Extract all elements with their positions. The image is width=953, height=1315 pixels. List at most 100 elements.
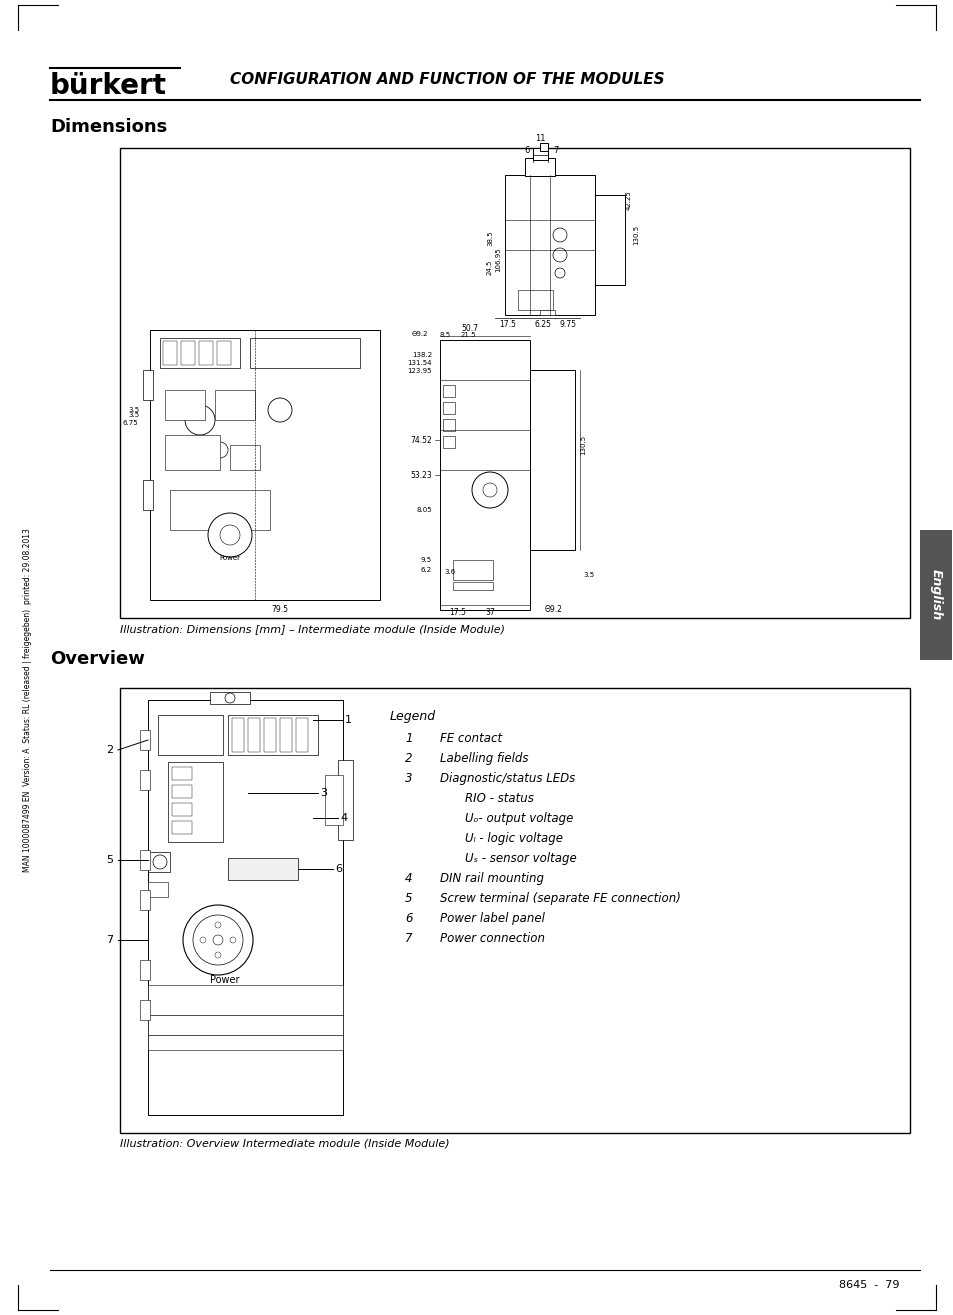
- Text: Illustration: Overview Intermediate module (Inside Module): Illustration: Overview Intermediate modu…: [120, 1139, 449, 1149]
- Bar: [264, 718, 275, 752]
- Text: 5: 5: [405, 892, 412, 905]
- Bar: [517, 291, 553, 310]
- Bar: [165, 391, 205, 419]
- Bar: [140, 960, 150, 980]
- Bar: [143, 480, 152, 510]
- Bar: [442, 437, 455, 448]
- Text: 8645  -  79: 8645 - 79: [839, 1279, 899, 1290]
- Bar: [442, 385, 455, 397]
- Text: 17.5: 17.5: [449, 608, 466, 617]
- Text: 11: 11: [535, 134, 545, 143]
- Text: 6: 6: [405, 913, 412, 924]
- Text: 8.05: 8.05: [416, 508, 432, 513]
- Text: 8.5: 8.5: [439, 331, 450, 338]
- Bar: [165, 435, 220, 469]
- Bar: [280, 718, 292, 752]
- Text: 4: 4: [339, 813, 347, 823]
- Bar: [453, 560, 493, 580]
- Bar: [453, 583, 493, 590]
- Bar: [250, 338, 359, 368]
- Text: ...: ...: [50, 60, 59, 70]
- Bar: [172, 821, 192, 834]
- Text: 7: 7: [106, 935, 112, 945]
- Bar: [172, 803, 192, 817]
- Bar: [140, 730, 150, 750]
- Text: 9.5: 9.5: [420, 558, 432, 563]
- Text: 42.25: 42.25: [625, 191, 631, 210]
- Circle shape: [553, 249, 566, 262]
- Bar: [148, 1015, 343, 1035]
- Bar: [120, 149, 909, 618]
- Bar: [524, 158, 555, 176]
- Bar: [595, 195, 624, 285]
- Bar: [539, 143, 547, 151]
- Text: CONFIGURATION AND FUNCTION OF THE MODULES: CONFIGURATION AND FUNCTION OF THE MODULE…: [230, 72, 664, 87]
- Text: 130.5: 130.5: [579, 435, 585, 455]
- Circle shape: [152, 855, 167, 869]
- Bar: [148, 1035, 343, 1049]
- Text: 7: 7: [553, 146, 558, 154]
- Text: 24.5: 24.5: [486, 260, 493, 275]
- Circle shape: [212, 442, 228, 458]
- Text: Uₒ- output voltage: Uₒ- output voltage: [464, 811, 573, 825]
- Text: 2: 2: [405, 752, 412, 765]
- Text: 53.23: 53.23: [410, 471, 432, 480]
- Bar: [140, 849, 150, 871]
- Bar: [230, 444, 260, 469]
- Bar: [160, 338, 240, 368]
- Text: 106.95: 106.95: [495, 247, 500, 272]
- Bar: [533, 149, 547, 160]
- Text: Uₗ - logic voltage: Uₗ - logic voltage: [464, 832, 562, 846]
- Text: 6.75: 6.75: [122, 419, 138, 426]
- Text: Screw terminal (separate FE connection): Screw terminal (separate FE connection): [439, 892, 680, 905]
- Circle shape: [553, 227, 566, 242]
- Bar: [325, 775, 343, 825]
- Circle shape: [208, 513, 252, 558]
- Text: DIN rail mounting: DIN rail mounting: [439, 872, 543, 885]
- Bar: [172, 767, 192, 780]
- Text: Diagnostic/status LEDs: Diagnostic/status LEDs: [439, 772, 575, 785]
- Text: 3.5: 3.5: [582, 572, 594, 579]
- Text: FE contact: FE contact: [439, 732, 501, 746]
- Circle shape: [230, 938, 235, 943]
- Text: Θ9.2: Θ9.2: [544, 605, 562, 614]
- Text: 130.5: 130.5: [633, 225, 639, 245]
- Text: 79.5: 79.5: [272, 605, 288, 614]
- Bar: [228, 715, 317, 755]
- Text: 38.5: 38.5: [486, 230, 493, 246]
- Bar: [150, 330, 379, 600]
- Circle shape: [193, 915, 243, 965]
- Text: English: English: [928, 569, 942, 621]
- Text: 131.54: 131.54: [407, 360, 432, 366]
- Text: 3: 3: [405, 772, 412, 785]
- Text: RIO - status: RIO - status: [464, 792, 534, 805]
- Text: 1: 1: [405, 732, 412, 746]
- Circle shape: [200, 938, 206, 943]
- Circle shape: [482, 483, 497, 497]
- Text: Dimensions: Dimensions: [50, 118, 167, 135]
- Text: Θ9.2: Θ9.2: [411, 331, 428, 337]
- Bar: [228, 857, 297, 880]
- Text: 6.25: 6.25: [534, 320, 551, 329]
- Text: 3.6: 3.6: [444, 569, 456, 575]
- Text: 7: 7: [405, 932, 412, 945]
- Text: Power label panel: Power label panel: [439, 913, 544, 924]
- Text: 21.5: 21.5: [459, 331, 476, 338]
- Bar: [214, 391, 254, 419]
- Circle shape: [185, 405, 214, 435]
- Circle shape: [214, 922, 221, 928]
- Text: 3.5: 3.5: [129, 408, 140, 413]
- Bar: [140, 999, 150, 1020]
- Bar: [148, 985, 343, 1015]
- Bar: [442, 419, 455, 431]
- Bar: [168, 761, 223, 842]
- Text: 6: 6: [335, 864, 341, 874]
- Text: Labelling fields: Labelling fields: [439, 752, 528, 765]
- Text: 1: 1: [345, 715, 352, 725]
- Circle shape: [214, 952, 221, 959]
- Bar: [120, 688, 909, 1134]
- Text: Illustration: Dimensions [mm] – Intermediate module (Inside Module): Illustration: Dimensions [mm] – Intermed…: [120, 625, 504, 634]
- Text: 2: 2: [106, 746, 112, 755]
- Bar: [539, 310, 555, 316]
- Bar: [210, 692, 250, 704]
